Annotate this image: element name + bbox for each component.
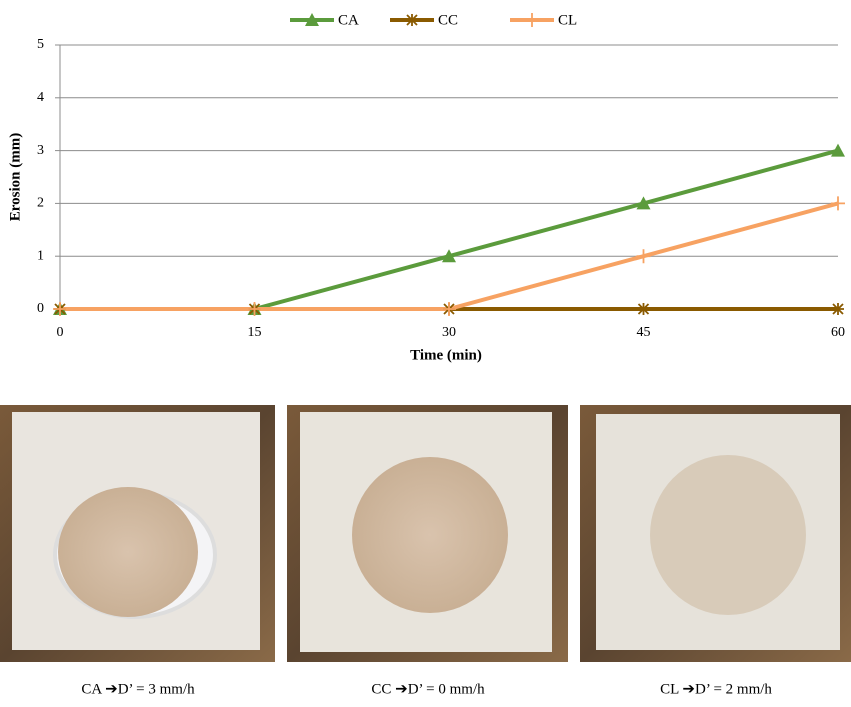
x-tick-label: 45 <box>637 325 651 340</box>
photo-caption: CA ➔D’ = 3 mm/h <box>81 681 195 697</box>
legend-item: CL <box>510 12 577 28</box>
y-tick-label: 2 <box>37 196 44 211</box>
y-tick-label: 5 <box>37 37 44 52</box>
legend-label: CA <box>338 12 359 28</box>
marker <box>638 303 650 315</box>
y-tick-label: 4 <box>37 90 44 105</box>
y-tick-label: 3 <box>37 143 44 158</box>
x-axis-label: Time (min) <box>410 347 482 363</box>
series-line <box>60 151 838 309</box>
photo <box>0 405 275 662</box>
marker <box>637 249 651 263</box>
photo-caption: CC ➔D’ = 0 mm/h <box>371 681 485 697</box>
page: {"chart_data": {"type": "line", "xlabel"… <box>0 0 851 702</box>
legend-marker <box>406 14 418 26</box>
photo <box>287 405 568 662</box>
legend-label: CL <box>558 12 577 28</box>
x-tick-label: 15 <box>248 325 262 340</box>
figure: CA ➔D’ = 3 mm/h CC ➔D’ = 0 mm/h CL ➔D’ =… <box>0 0 851 702</box>
y-tick-label: 1 <box>37 248 44 263</box>
marker <box>831 196 845 210</box>
legend-marker <box>525 13 539 27</box>
legend-item: CC <box>390 12 458 28</box>
x-tick-label: 0 <box>57 325 64 340</box>
x-tick-label: 60 <box>831 325 845 340</box>
legend-label: CC <box>438 12 458 28</box>
x-tick-label: 30 <box>442 325 456 340</box>
photo <box>580 405 851 662</box>
y-tick-label: 0 <box>37 301 44 316</box>
legend-item: CA <box>290 12 359 28</box>
marker <box>832 303 844 315</box>
photo-caption: CL ➔D’ = 2 mm/h <box>660 681 772 697</box>
y-axis-label: Erosion (mm) <box>7 133 23 221</box>
